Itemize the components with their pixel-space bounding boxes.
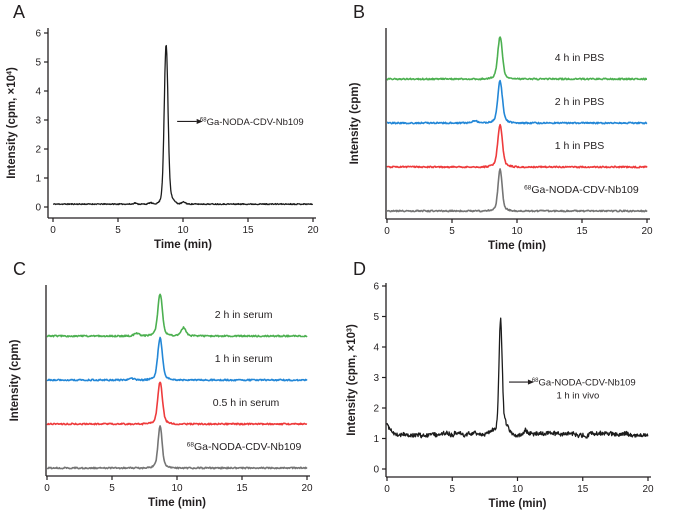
svg-text:10: 10 <box>511 226 523 237</box>
svg-text:0: 0 <box>384 226 390 237</box>
svg-text:Intensity (cpm, ×104): Intensity (cpm, ×104) <box>6 67 18 179</box>
svg-text:4 h in PBS: 4 h in PBS <box>555 52 605 64</box>
svg-text:Time (min): Time (min) <box>489 498 547 510</box>
svg-text:Time (min): Time (min) <box>154 239 212 251</box>
svg-text:6: 6 <box>373 282 379 293</box>
svg-text:20: 20 <box>301 483 313 494</box>
panel-c-letter: C <box>13 259 26 279</box>
svg-text:4: 4 <box>35 87 41 98</box>
panel-b-chart: 0 5 10 15 20 Time (min) Intensity (cpm) 68Ga-NO… <box>349 28 653 252</box>
svg-text:Intensity (cpm): Intensity (cpm) <box>349 82 361 164</box>
svg-text:5: 5 <box>449 226 455 237</box>
panel-a: A 0 5 10 15 20 Time (min) Intensity (cpm, ×104… <box>0 0 340 256</box>
svg-text:3: 3 <box>35 116 41 127</box>
svg-text:0: 0 <box>44 483 50 494</box>
svg-text:1: 1 <box>373 434 379 445</box>
panel-a-letter: A <box>13 2 26 22</box>
svg-text:1: 1 <box>35 174 41 185</box>
svg-text:1 h in serum: 1 h in serum <box>215 353 273 365</box>
svg-text:Intensity (cpm, ×103): Intensity (cpm, ×103) <box>346 324 358 436</box>
svg-text:10: 10 <box>177 225 189 236</box>
svg-text:15: 15 <box>236 483 248 494</box>
svg-text:20: 20 <box>642 484 654 495</box>
svg-text:5: 5 <box>109 483 115 494</box>
svg-text:Time (min): Time (min) <box>148 497 206 509</box>
svg-text:10: 10 <box>171 483 183 494</box>
svg-text:2 h in PBS: 2 h in PBS <box>555 96 605 108</box>
svg-text:20: 20 <box>307 225 319 236</box>
svg-text:68Ga-NODA-CDV-Nb109: 68Ga-NODA-CDV-Nb109 <box>524 184 639 196</box>
svg-text:2 h in serum: 2 h in serum <box>215 309 273 321</box>
svg-text:15: 15 <box>242 225 254 236</box>
panel-c-chart: 0 5 10 15 20 Time (min) Intensity (cpm) 68Ga-NO… <box>9 285 313 509</box>
svg-text:5: 5 <box>115 225 121 236</box>
svg-text:3: 3 <box>373 373 379 384</box>
svg-text:0.5 h in serum: 0.5 h in serum <box>213 397 280 409</box>
svg-text:10: 10 <box>512 484 524 495</box>
svg-text:Intensity (cpm): Intensity (cpm) <box>9 339 21 421</box>
svg-text:6: 6 <box>35 29 41 40</box>
svg-text:5: 5 <box>35 58 41 69</box>
svg-text:1 h in PBS: 1 h in PBS <box>555 140 605 152</box>
panel-b: B 0 5 10 15 20 Time (min) Intensity (cpm) 68Ga-… <box>340 0 680 256</box>
svg-text:68Ga-NODA-CDV-Nb109: 68Ga-NODA-CDV-Nb109 <box>200 117 304 128</box>
svg-text:0: 0 <box>384 484 390 495</box>
svg-text:15: 15 <box>577 484 589 495</box>
svg-text:1 h in vivo: 1 h in vivo <box>556 391 599 402</box>
svg-text:20: 20 <box>641 226 653 237</box>
svg-text:Time (min): Time (min) <box>488 240 546 252</box>
svg-text:15: 15 <box>576 226 588 237</box>
panel-d: D 0 5 10 15 20 Time (min) Intensity (cpm, ×103… <box>340 257 680 513</box>
svg-text:4: 4 <box>373 343 379 354</box>
svg-text:5: 5 <box>449 484 455 495</box>
svg-text:2: 2 <box>373 404 379 415</box>
panel-c: C 0 5 10 15 20 Time (min) Intensity (cpm) 68Ga-… <box>0 257 340 513</box>
svg-text:68Ga-NODA-CDV-Nb109: 68Ga-NODA-CDV-Nb109 <box>532 378 636 389</box>
panel-b-letter: B <box>353 2 366 22</box>
svg-text:2: 2 <box>35 145 41 156</box>
svg-text:5: 5 <box>373 312 379 323</box>
svg-text:0: 0 <box>373 465 379 476</box>
panel-d-letter: D <box>353 259 366 279</box>
svg-text:0: 0 <box>50 225 56 236</box>
svg-text:0: 0 <box>35 203 41 214</box>
svg-text:68Ga-NODA-CDV-Nb109: 68Ga-NODA-CDV-Nb109 <box>187 441 302 453</box>
